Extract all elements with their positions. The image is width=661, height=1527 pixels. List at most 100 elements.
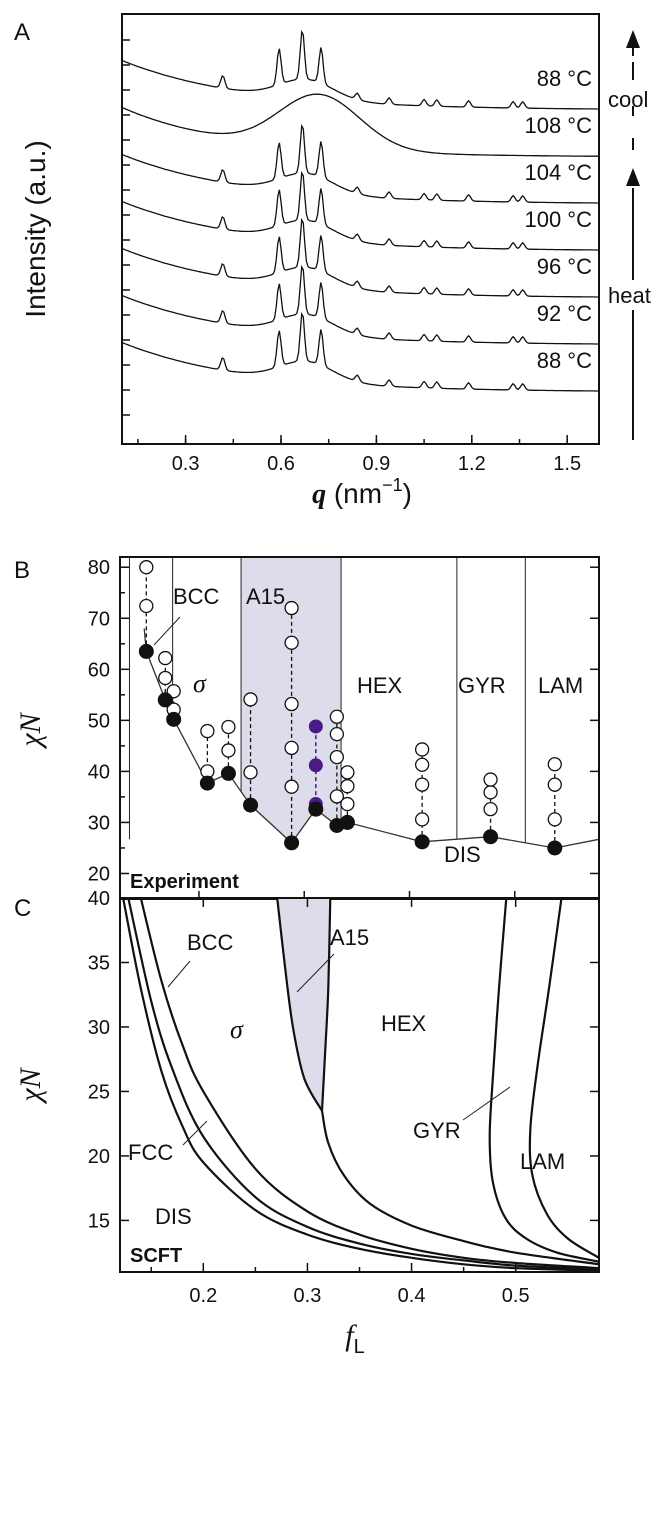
odt-point	[243, 797, 259, 813]
x-tick-label-a: 0.9	[362, 453, 390, 475]
ordered-point	[329, 726, 345, 742]
odt-point	[284, 835, 300, 851]
series-label: 108 °C	[524, 113, 592, 138]
phase-label-bcc-b: BCC	[173, 584, 220, 609]
panel-a-y-axis-label: Intensity (a.u.)	[20, 140, 51, 317]
highlight-point	[308, 719, 323, 734]
ordered-point	[414, 742, 430, 757]
ordered-point	[221, 719, 236, 735]
odt-point	[220, 765, 236, 781]
series-label: 88 °C	[537, 66, 592, 91]
y-tick-label-b: 60	[88, 659, 110, 681]
phase-curve	[320, 897, 332, 1111]
odt-point	[157, 692, 173, 708]
saxs-trace	[121, 217, 599, 298]
y-tick-label-c: 40	[88, 888, 110, 910]
fcc-pointer-c	[182, 1120, 208, 1146]
ordered-point	[329, 789, 345, 804]
panel-b-data-points	[138, 560, 563, 856]
y-tick-label-c: 30	[88, 1017, 110, 1039]
x-tick-label-a: 0.6	[267, 453, 295, 475]
ordered-point	[284, 696, 299, 712]
panel-c-phase-curves	[122, 897, 600, 1272]
saxs-trace	[121, 29, 599, 110]
panel-c-y-axis-label: χN	[14, 1066, 47, 1104]
heat-label: heat	[608, 283, 651, 308]
series-label: 88 °C	[537, 348, 592, 373]
phase-label-sigma-c: σ	[230, 1015, 244, 1044]
series-label: 96 °C	[537, 254, 592, 279]
saxs-trace	[121, 123, 599, 204]
phase-label-hex-b: HEX	[357, 673, 403, 698]
odt-point	[138, 643, 154, 659]
phase-label-dis-b: DIS	[444, 842, 481, 867]
odt-point	[483, 829, 499, 845]
x-tick-label-c: 0.2	[189, 1285, 217, 1307]
phase-label-dis-c: DIS	[155, 1204, 192, 1229]
y-tick-label-b: 70	[88, 608, 110, 630]
ordered-point	[284, 779, 299, 794]
phase-curve	[320, 1110, 600, 1266]
panel-b-y-ticks: 20 30 40 50 60 70 80	[88, 557, 599, 885]
x-tick-label-c: 0.5	[502, 1285, 530, 1307]
panel-b-corner-label: Experiment	[130, 871, 239, 893]
ordered-point	[243, 692, 258, 707]
phase-curve	[488, 897, 600, 1263]
saxs-trace	[121, 93, 600, 157]
heat-arrow	[626, 168, 640, 440]
panel-c-x-ticks: 0.2 0.3 0.4 0.5	[150, 898, 569, 1307]
gyr-pointer-c	[462, 1086, 511, 1121]
panel-c-y-ticks: 15 20 25 30 35 40	[88, 888, 599, 1232]
ordered-point	[547, 777, 562, 792]
phase-label-gyr-b: GYR	[458, 673, 506, 698]
saxs-trace	[121, 311, 599, 392]
x-tick-label-c: 0.4	[398, 1285, 426, 1307]
y-tick-label-c: 20	[88, 1146, 110, 1168]
ordered-point	[200, 723, 215, 739]
panel-c-corner-label: SCFT	[130, 1245, 182, 1267]
panel-c-x-axis-label: fL	[345, 1319, 364, 1358]
phase-label-lam-c: LAM	[520, 1149, 565, 1174]
ordered-point	[340, 765, 355, 780]
ordered-point	[158, 650, 173, 666]
ordered-point	[483, 785, 498, 800]
panel-a-y-ticks	[122, 39, 130, 416]
ordered-point	[284, 600, 299, 616]
x-tick-label-a: 0.3	[172, 453, 200, 475]
panel-a-series-labels: 88 °C 108 °C 104 °C 100 °C 96 °C 92 °C 88 °C	[524, 66, 592, 373]
ordered-point	[329, 709, 345, 724]
ordered-point	[340, 796, 355, 812]
ordered-point	[547, 757, 562, 772]
ordered-point	[483, 802, 498, 817]
ordered-point	[414, 777, 430, 792]
panel-b-y-axis-label: χN	[14, 711, 47, 749]
bcc-pointer-c	[167, 960, 191, 988]
odt-point	[166, 711, 182, 727]
panel-a-traces	[121, 29, 600, 392]
ordered-point	[547, 812, 562, 827]
panel-b-phase-boundaries	[128, 557, 526, 843]
phase-curve	[528, 897, 600, 1259]
a15-shaded-region-scft	[277, 898, 331, 1111]
panel-a-x-axis-label: q (nm−1)	[312, 475, 412, 510]
x-tick-label-c: 0.3	[294, 1285, 322, 1307]
cool-arrow	[626, 30, 640, 150]
ordered-point	[284, 740, 299, 756]
phase-label-a15-b: A15	[246, 584, 285, 609]
panel-c-letter: C	[14, 895, 31, 922]
ordered-point	[483, 772, 498, 787]
phase-curve	[127, 897, 600, 1271]
series-label: 100 °C	[524, 207, 592, 232]
panel-a-x-ticks: 0.3 0.6 0.9 1.2 1.5	[137, 435, 581, 475]
ordered-point	[414, 812, 430, 827]
odt-point	[414, 834, 430, 850]
phase-label-sigma-b: σ	[193, 669, 207, 698]
phase-curve	[276, 897, 323, 1112]
y-tick-label-c: 35	[88, 952, 110, 974]
panel-b-letter: B	[14, 557, 30, 584]
phase-curve	[139, 897, 600, 1270]
y-tick-label-b: 30	[88, 812, 110, 834]
cool-label: cool	[608, 87, 648, 112]
ordered-point	[284, 635, 299, 650]
